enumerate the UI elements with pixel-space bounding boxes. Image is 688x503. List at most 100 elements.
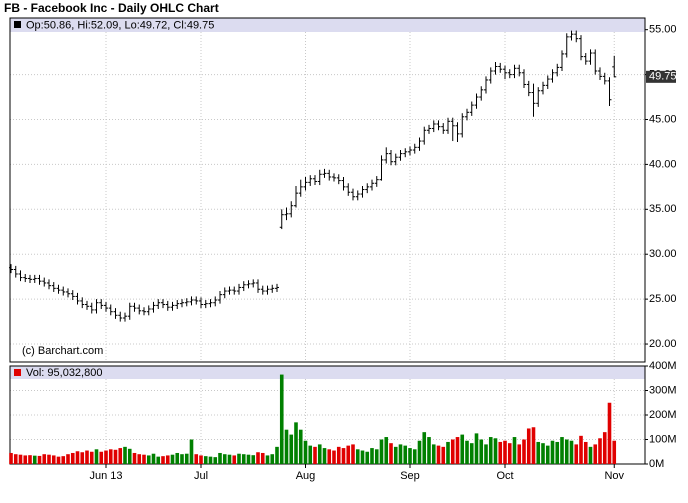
volume-bar (113, 449, 118, 464)
volume-bar (70, 452, 75, 464)
volume-bar (241, 454, 246, 464)
volume-bar (531, 427, 536, 464)
volume-bar (450, 439, 455, 464)
volume-bar (374, 449, 379, 464)
volume-bar (522, 439, 526, 464)
volume-bar (146, 455, 151, 464)
volume-bar (560, 437, 564, 464)
volume-header-swatch (14, 369, 21, 376)
volume-bar (279, 374, 284, 464)
volume-bar (602, 432, 607, 464)
volume-bar (389, 443, 393, 464)
volume-bar (284, 429, 289, 464)
volume-bar (488, 437, 493, 464)
y-tick-label: 45.00 (649, 113, 677, 125)
volume-bar (393, 446, 398, 464)
volume-bar (47, 454, 51, 464)
volume-bar (80, 452, 85, 464)
volume-bar (61, 456, 66, 464)
volume-bar (517, 444, 522, 464)
volume-bar (422, 432, 427, 464)
volume-bar (132, 452, 137, 464)
volume-bar (526, 428, 531, 464)
volume-bar (66, 454, 70, 464)
volume-bar (161, 456, 165, 464)
volume-bar (23, 455, 28, 464)
x-tick-label: Jun 13 (89, 470, 122, 482)
volume-bar (123, 446, 127, 464)
y-tick-label: 20.00 (649, 338, 677, 350)
volume-bar (574, 444, 579, 464)
volume-bar (89, 451, 94, 464)
volume-bar (108, 449, 113, 464)
price-header: Op:50.86, Hi:52.09, Lo:49.72, Cl:49.75 (26, 19, 214, 31)
volume-bar (555, 441, 560, 464)
x-tick-label: Sep (400, 470, 420, 482)
volume-bar (436, 445, 441, 464)
volume-bar (208, 456, 213, 464)
volume-bar (213, 457, 218, 464)
volume-bar (327, 449, 332, 464)
volume-bar (583, 441, 588, 464)
volume-bar (545, 445, 550, 464)
volume-bar (536, 441, 541, 464)
volume-bar (9, 452, 13, 464)
volume-bar (313, 446, 317, 464)
volume-header-bar (10, 366, 645, 379)
volume-bar (317, 444, 322, 464)
volume-bar (51, 455, 56, 464)
volume-bar (289, 434, 294, 464)
volume-bar (365, 451, 370, 464)
y-tick-label: 300M (649, 384, 677, 396)
chart-title: FB - Facebook Inc - Daily OHLC Chart (4, 1, 219, 15)
volume-bar (237, 453, 241, 464)
volume-bar (332, 450, 336, 464)
volume-bar (346, 445, 351, 464)
volume-bar (550, 440, 555, 464)
volume-bar (431, 444, 436, 464)
volume-bar (94, 449, 99, 464)
volume-bar (379, 439, 384, 464)
volume-bar (265, 455, 270, 464)
price-header-swatch (14, 21, 21, 28)
volume-bar (507, 443, 512, 464)
y-tick-label: 400M (649, 360, 677, 372)
volume-bar (503, 440, 507, 464)
last-price-label: 49.75 (649, 71, 677, 83)
volume-bar (104, 450, 108, 464)
volume-bar (32, 455, 37, 464)
price-header-bar (10, 18, 645, 32)
volume-header: Vol: 95,032,800 (26, 367, 102, 379)
y-tick-label: 40.00 (649, 158, 677, 170)
volume-bar (298, 429, 303, 464)
volume-bar (42, 454, 47, 464)
volume-bar (498, 441, 503, 464)
volume-bar (493, 438, 498, 464)
volume-bar (151, 453, 156, 464)
volume-bar (564, 439, 569, 464)
volume-bar (99, 451, 104, 464)
volume-bar (351, 444, 355, 464)
y-tick-label: 35.00 (649, 203, 677, 215)
volume-bar (56, 456, 61, 464)
volume-bar (370, 448, 374, 464)
volume-bar (194, 454, 199, 464)
volume-bar (593, 444, 598, 464)
volume-bar (180, 454, 184, 464)
volume-bar (75, 451, 80, 464)
volume-bar (607, 402, 612, 464)
volume-bar (189, 439, 194, 464)
y-tick-label: 25.00 (649, 293, 677, 305)
volume-bar (156, 456, 161, 464)
volume-bar (246, 454, 251, 464)
y-tick-label: 55.00 (649, 24, 677, 36)
volume-bar (579, 435, 583, 464)
volume-bar (460, 434, 465, 464)
volume-bar (588, 446, 593, 464)
volume-bar (222, 454, 227, 464)
volume-bar (355, 449, 360, 464)
volume-bar (469, 443, 474, 464)
volume-bar (360, 450, 365, 464)
volume-bar (598, 438, 602, 464)
volume-bar (260, 452, 265, 464)
